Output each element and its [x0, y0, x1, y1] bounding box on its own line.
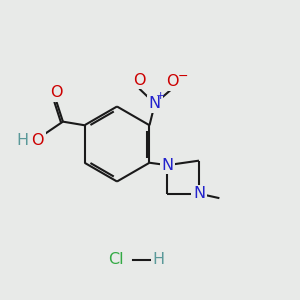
Text: N: N	[193, 186, 205, 201]
Text: H: H	[152, 252, 164, 267]
Text: −: −	[178, 70, 188, 83]
Text: O: O	[50, 85, 63, 100]
Text: O: O	[166, 74, 178, 89]
Text: Cl: Cl	[108, 252, 123, 267]
Text: N: N	[149, 96, 161, 111]
Text: O: O	[32, 133, 44, 148]
Text: H: H	[16, 133, 28, 148]
Text: O: O	[133, 73, 146, 88]
Text: +: +	[156, 91, 165, 100]
Text: N: N	[161, 158, 173, 173]
